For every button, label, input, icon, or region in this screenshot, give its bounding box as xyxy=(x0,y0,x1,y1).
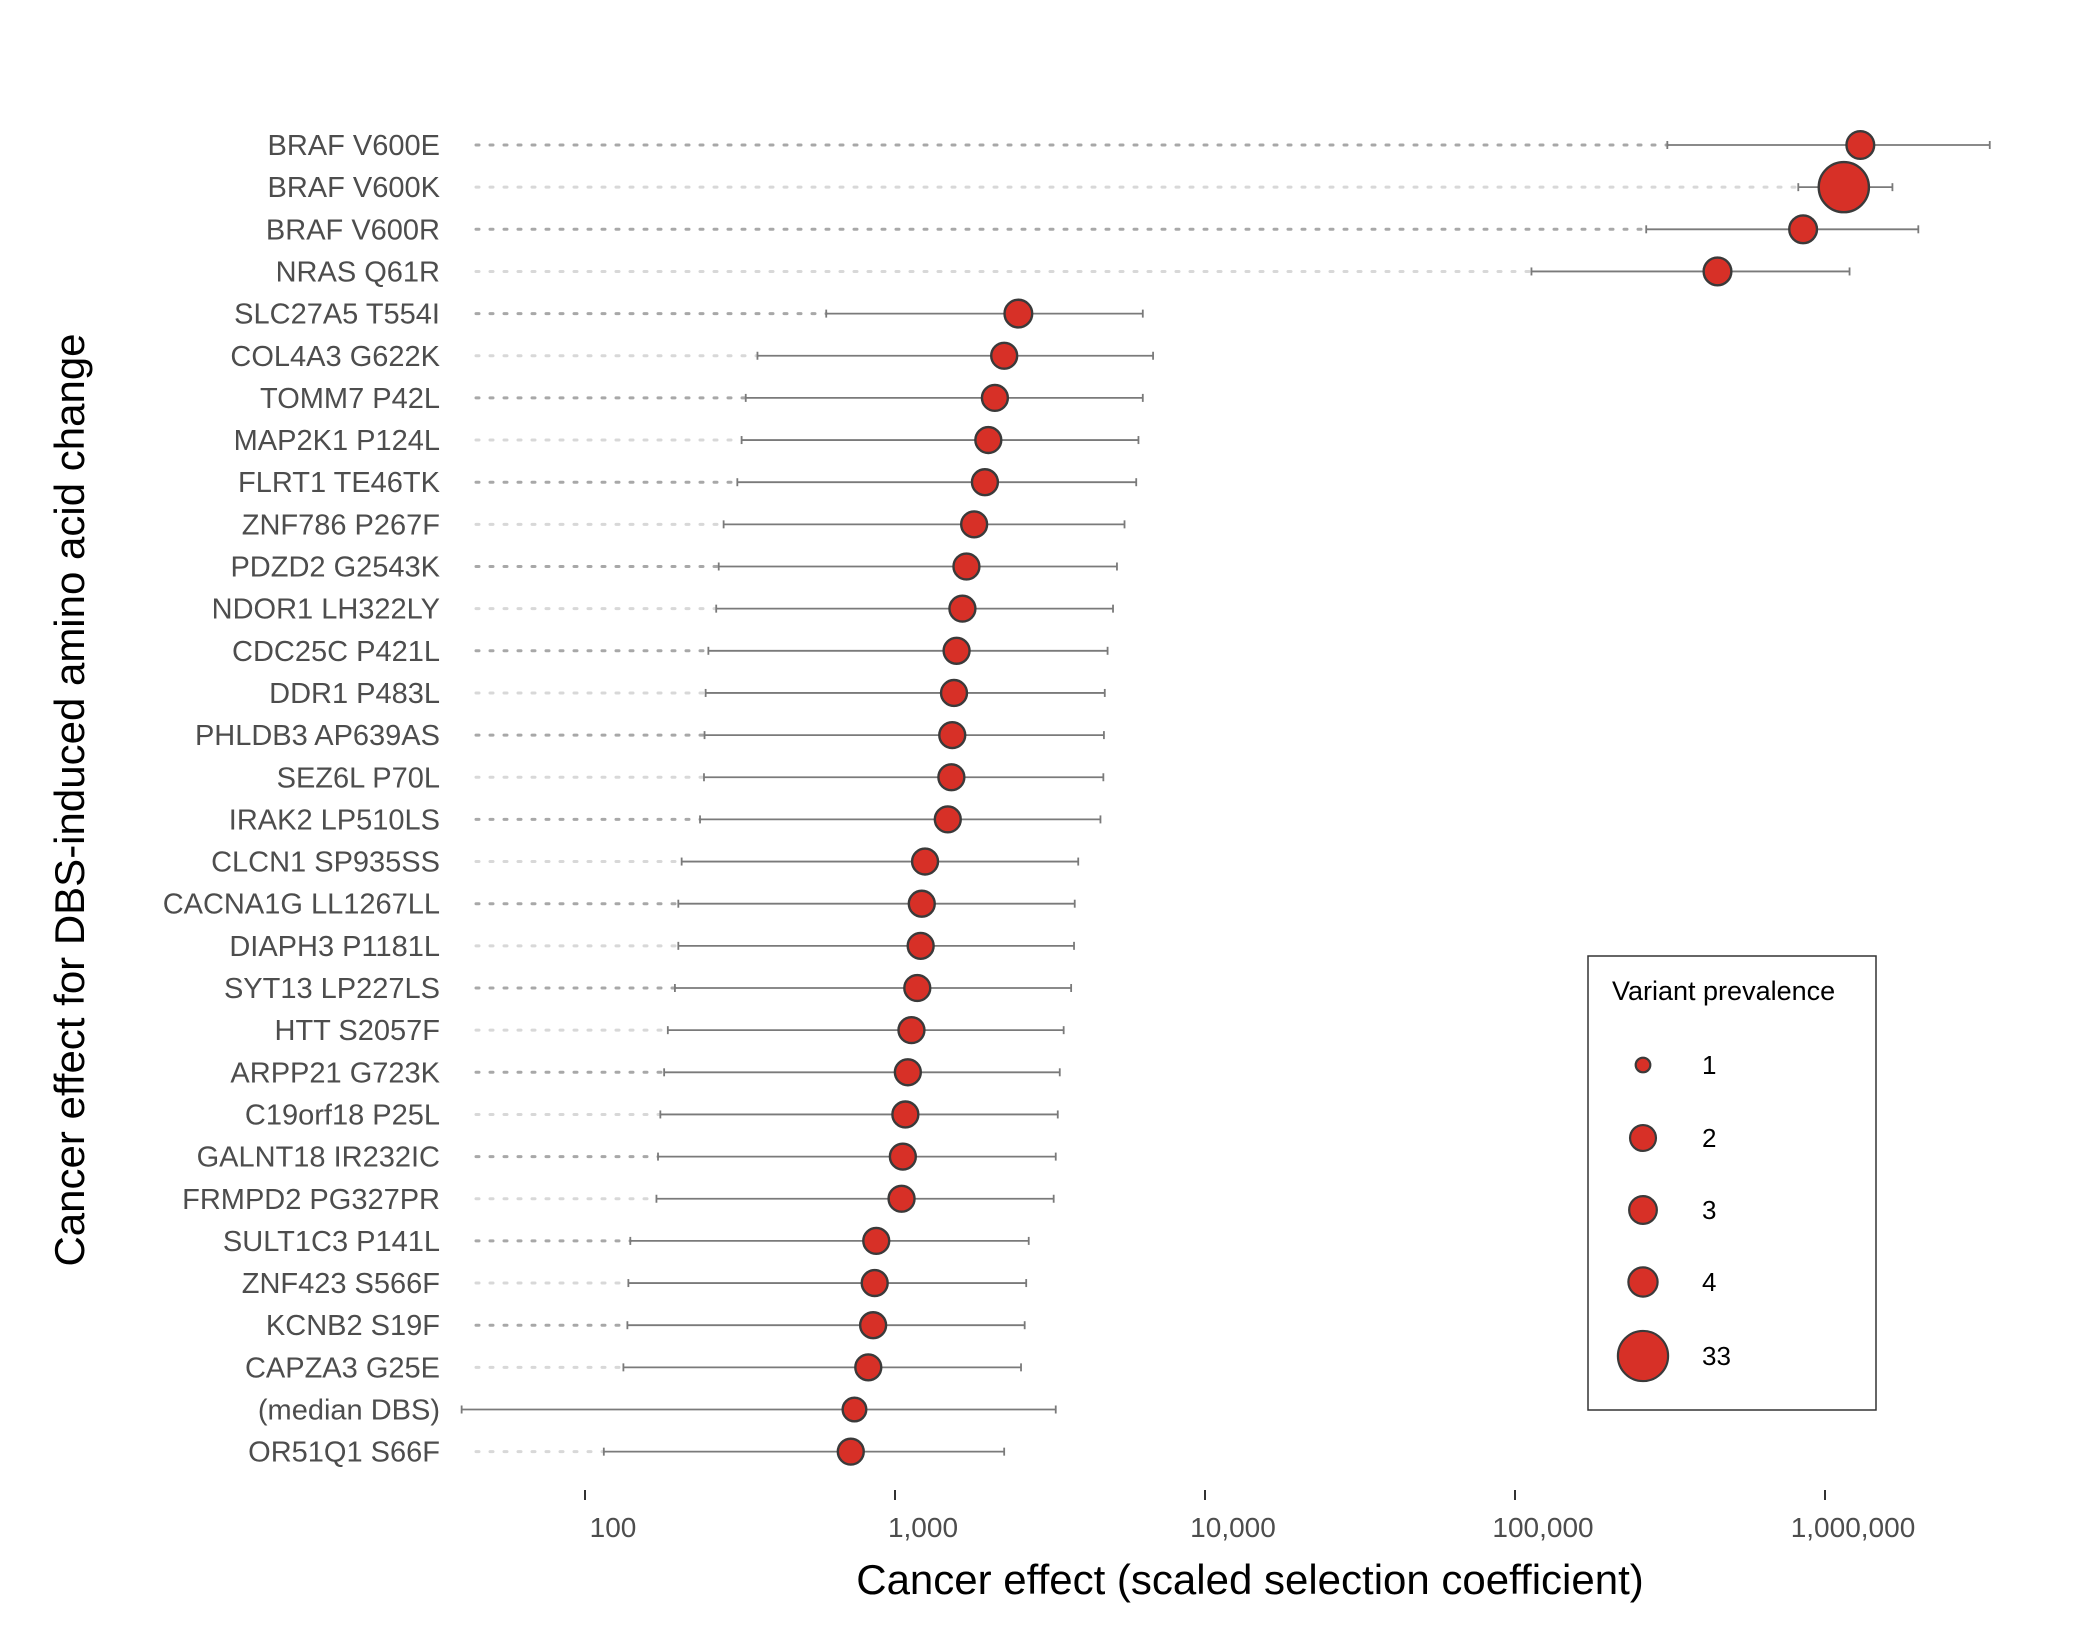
data-point xyxy=(854,1353,883,1382)
x-tick-label: 100,000 xyxy=(1492,1512,1593,1543)
data-point xyxy=(952,552,981,581)
category-label: ZNF786 P267F xyxy=(242,509,440,541)
legend-label: 4 xyxy=(1702,1267,1716,1297)
x-axis-title: Cancer effect (scaled selection coeffici… xyxy=(856,1556,1644,1603)
category-label: IRAK2 LP510LS xyxy=(229,804,440,836)
legend-label: 33 xyxy=(1702,1341,1731,1371)
data-point xyxy=(897,1015,926,1045)
data-point xyxy=(980,383,1010,413)
data-point xyxy=(836,1437,865,1466)
category-label: FRMPD2 PG327PR xyxy=(182,1184,440,1216)
category-label: C19orf18 P25L xyxy=(245,1099,440,1131)
category-label: BRAF V600K xyxy=(268,172,441,204)
data-point xyxy=(1003,298,1034,329)
category-label: NRAS Q61R xyxy=(276,256,440,288)
data-point xyxy=(938,720,967,750)
legend-title: Variant prevalence xyxy=(1612,976,1835,1006)
category-labels: BRAF V600E BRAF V600K BRAF V600R NRAS Q61R S… xyxy=(163,130,441,1469)
category-label: BRAF V600R xyxy=(266,214,440,246)
legend: Variant prevalence 1 2 3 4 33 xyxy=(1587,955,1877,1411)
category-label: DDR1 P483L xyxy=(269,678,440,710)
x-tick-label: 10,000 xyxy=(1190,1512,1276,1543)
category-label: CACNA1G LL1267LL xyxy=(163,889,440,921)
data-point xyxy=(939,678,969,708)
category-label: MAP2K1 P124L xyxy=(234,425,440,457)
data-point xyxy=(959,510,989,539)
legend-symbol xyxy=(1628,1123,1658,1153)
data-point xyxy=(893,1058,922,1087)
data-point xyxy=(942,636,971,665)
category-label: ZNF423 S566F xyxy=(242,1268,440,1300)
data-point xyxy=(1702,256,1733,287)
category-label: SLC27A5 T554I xyxy=(234,299,440,331)
category-label: CLCN1 SP935SS xyxy=(211,847,440,879)
data-point xyxy=(862,1226,891,1256)
data-point xyxy=(1845,129,1876,161)
data-point xyxy=(937,763,966,792)
category-label: DIAPH3 P1181L xyxy=(229,931,440,963)
data-point xyxy=(1788,214,1819,245)
x-axis: 100 1,000 10,000 100,000 1,000,000 xyxy=(584,1490,1916,1543)
data-point xyxy=(910,847,940,876)
x-tick-label: 100 xyxy=(590,1512,637,1543)
legend-symbol xyxy=(1634,1056,1652,1074)
category-label: TOMM7 P42L xyxy=(260,383,440,415)
data-point xyxy=(907,889,936,918)
legend-label: 3 xyxy=(1702,1195,1716,1225)
category-label: PHLDB3 AP639AS xyxy=(195,720,440,752)
data-point xyxy=(970,468,1000,497)
data-point xyxy=(906,931,935,961)
legend-label: 1 xyxy=(1702,1050,1716,1080)
data-point xyxy=(887,1184,916,1213)
data-point xyxy=(933,805,962,834)
data-point xyxy=(841,1396,868,1423)
category-label: OR51Q1 S66F xyxy=(248,1437,440,1469)
x-tick-label: 1,000,000 xyxy=(1791,1512,1916,1543)
data-point xyxy=(974,425,1003,455)
category-label: SULT1C3 P141L xyxy=(223,1226,440,1258)
legend-label: 2 xyxy=(1702,1123,1716,1153)
legend-symbol xyxy=(1628,1195,1658,1225)
legend-symbol xyxy=(1616,1329,1670,1383)
category-label: CDC25C P421L xyxy=(232,636,440,668)
category-label: COL4A3 G622K xyxy=(230,341,440,373)
category-label: ARPP21 G723K xyxy=(230,1057,440,1089)
category-label: BRAF V600E xyxy=(268,130,440,162)
data-point xyxy=(858,1311,888,1340)
dotted-guides xyxy=(474,143,1800,1454)
data-point xyxy=(903,973,932,1003)
data-point xyxy=(948,594,977,623)
category-label: HTT S2057F xyxy=(275,1015,440,1047)
legend-symbol xyxy=(1627,1266,1659,1298)
data-point xyxy=(860,1268,889,1298)
category-label: NDOR1 LH322LY xyxy=(212,594,440,626)
category-label: SYT13 LP227LS xyxy=(224,973,440,1005)
data-point xyxy=(1817,160,1871,214)
y-axis-title: Cancer effect for DBS-induced amino acid… xyxy=(46,333,93,1266)
x-tick-label: 1,000 xyxy=(888,1512,958,1543)
category-label: (median DBS) xyxy=(258,1395,440,1427)
category-label: GALNT18 IR232IC xyxy=(197,1142,440,1174)
category-label: PDZD2 G2543K xyxy=(230,552,440,584)
category-label: KCNB2 S19F xyxy=(266,1310,440,1342)
category-label: CAPZA3 G25E xyxy=(245,1352,440,1384)
data-point xyxy=(891,1100,920,1129)
data-point xyxy=(990,341,1019,370)
category-label: SEZ6L P70L xyxy=(277,762,440,794)
category-label: FLRT1 TE46TK xyxy=(238,467,441,499)
data-point xyxy=(888,1142,918,1171)
data-points xyxy=(836,129,1876,1466)
error-bars xyxy=(460,141,1991,1456)
